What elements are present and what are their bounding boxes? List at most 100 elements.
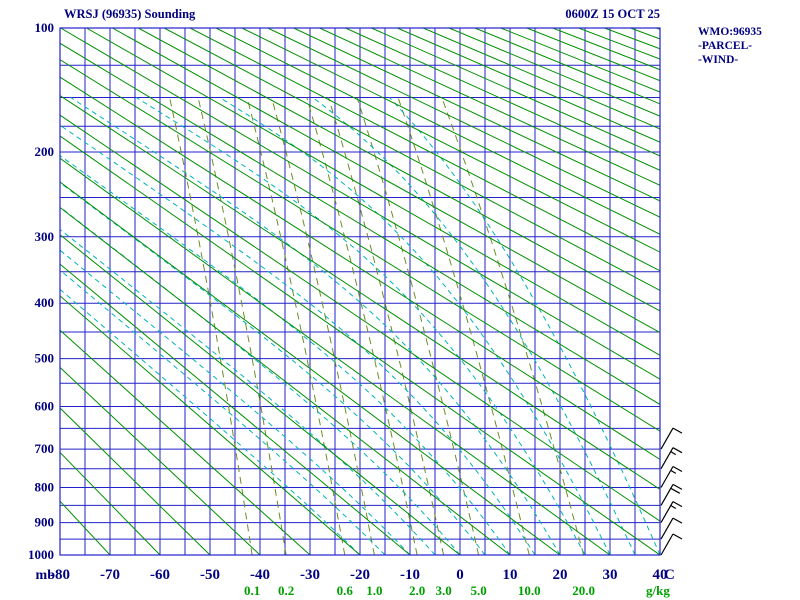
mixing-ratio-value-label: 20.0 [572, 583, 595, 598]
wind-barb-feather [670, 487, 681, 494]
pressure-tick-label: 800 [35, 480, 55, 495]
moist-adiabat [60, 228, 436, 555]
temperature-unit-label: C [664, 567, 675, 583]
pressure-tick-label: 700 [35, 441, 55, 456]
dry-adiabat [60, 329, 311, 555]
mixing-ratio-value-label: 0.2 [278, 583, 294, 598]
pressure-tick-label: 500 [35, 351, 55, 366]
dry-adiabat [578, 28, 660, 60]
dry-adiabat [500, 28, 660, 93]
pressure-tick-label: 900 [35, 515, 55, 530]
wind-barb-staff [660, 447, 674, 469]
mixing-ratio-value-label: 0.6 [337, 583, 354, 598]
mixing-ratio-line [441, 97, 585, 555]
dry-adiabat [60, 59, 660, 432]
chart-datetime: 0600Z 15 OCT 25 [565, 7, 660, 21]
dry-adiabat [60, 263, 411, 555]
mixing-ratio-line [169, 97, 253, 555]
legend-wmo-id: WMO:96935 [698, 26, 762, 38]
dry-adiabat [267, 28, 660, 218]
dry-adiabat [60, 554, 61, 555]
dry-adiabat [60, 451, 161, 555]
temperature-tick-label: -60 [150, 567, 170, 583]
wind-barb-feather [672, 427, 683, 434]
temperature-tick-label: 10 [503, 567, 518, 583]
mixing-ratio-line [306, 97, 418, 555]
wind-barb-staff [660, 484, 674, 506]
wind-barb-half-feather [670, 469, 677, 474]
dry-adiabat [241, 28, 660, 235]
wind-barb-feather [672, 447, 683, 454]
dry-adiabat [423, 28, 660, 130]
moist-adiabat [60, 206, 461, 555]
dry-adiabat [86, 28, 660, 356]
mixing-ratio-line [197, 97, 287, 555]
wind-barb-feather [672, 517, 683, 524]
dry-adiabat [60, 206, 511, 555]
temperature-tick-label: -50 [200, 567, 220, 583]
pressure-tick-label: 400 [35, 295, 55, 310]
wind-barb-staff [660, 517, 674, 540]
temperature-tick-label: 40 [653, 567, 668, 583]
dry-adiabat [60, 295, 361, 555]
dry-adiabats [60, 28, 660, 555]
moist-adiabat [60, 182, 486, 555]
dry-adiabat [215, 28, 660, 253]
moist-adiabat [60, 269, 386, 555]
dry-adiabat [60, 157, 611, 555]
dry-adiabat [371, 28, 660, 157]
dry-adiabat [60, 407, 211, 555]
dry-adiabat [138, 28, 660, 312]
temperature-tick-label: -70 [100, 567, 120, 583]
temperature-tick-label: -40 [250, 567, 270, 583]
temperature-tick-label: -20 [350, 567, 370, 583]
dry-adiabat [319, 28, 660, 186]
dry-adiabat [656, 28, 660, 30]
side-legend: WMO:96935 -PARCEL- -WIND- [698, 25, 762, 67]
mixing-ratio-value-label: 0.1 [244, 583, 260, 598]
pressure-tick-label: 100 [35, 20, 55, 35]
temperature-tick-label: -10 [400, 567, 420, 583]
dry-adiabat [60, 76, 660, 461]
moist-adiabat [60, 124, 536, 555]
temperature-tick-label: 30 [603, 567, 618, 583]
wind-barb-staff [660, 501, 674, 523]
dry-adiabat [112, 28, 660, 334]
wind-barb-staff [660, 466, 674, 488]
dry-adiabat [60, 28, 660, 380]
dry-adiabat [604, 28, 660, 50]
moist-adiabat [60, 155, 511, 555]
legend-wind-label: -WIND- [698, 54, 739, 66]
mixing-ratio-value-label: 1.0 [366, 583, 382, 598]
legend-parcel-label: -PARCEL- [698, 40, 753, 52]
wind-barb-feather [672, 465, 683, 473]
wind-barbs [660, 427, 683, 556]
dry-adiabat [60, 234, 461, 555]
dry-adiabat [60, 366, 261, 555]
mixing-ratio-line [246, 97, 346, 555]
wind-barb-half-feather [670, 504, 677, 510]
moist-adiabat [60, 249, 411, 555]
temperature-tick-label: -30 [300, 567, 320, 583]
dry-adiabat [397, 28, 660, 143]
pressure-tick-label: 600 [35, 399, 55, 414]
dry-adiabat [630, 28, 660, 40]
dry-adiabat [345, 28, 660, 171]
wind-barb-feather [672, 483, 683, 490]
moist-adiabats [60, 97, 660, 555]
dry-adiabat [189, 28, 660, 272]
pressure-temperature-grid [59, 27, 661, 556]
pressure-tick-label: 200 [35, 144, 55, 159]
mixing-ratio-value-label: 2.0 [409, 583, 425, 598]
mixing-ratio-value-label: 10.0 [518, 583, 541, 598]
dry-adiabat [448, 28, 660, 117]
pressure-tick-label: 300 [35, 229, 55, 244]
dry-adiabat [60, 181, 561, 555]
temperature-tick-label: -80 [50, 567, 70, 583]
mixing-ratio-value-label: 3.0 [435, 583, 451, 598]
chart-title: WRSJ (96935) Sounding [64, 7, 196, 21]
moist-adiabat [60, 288, 361, 555]
wind-barb-feather [672, 501, 683, 508]
